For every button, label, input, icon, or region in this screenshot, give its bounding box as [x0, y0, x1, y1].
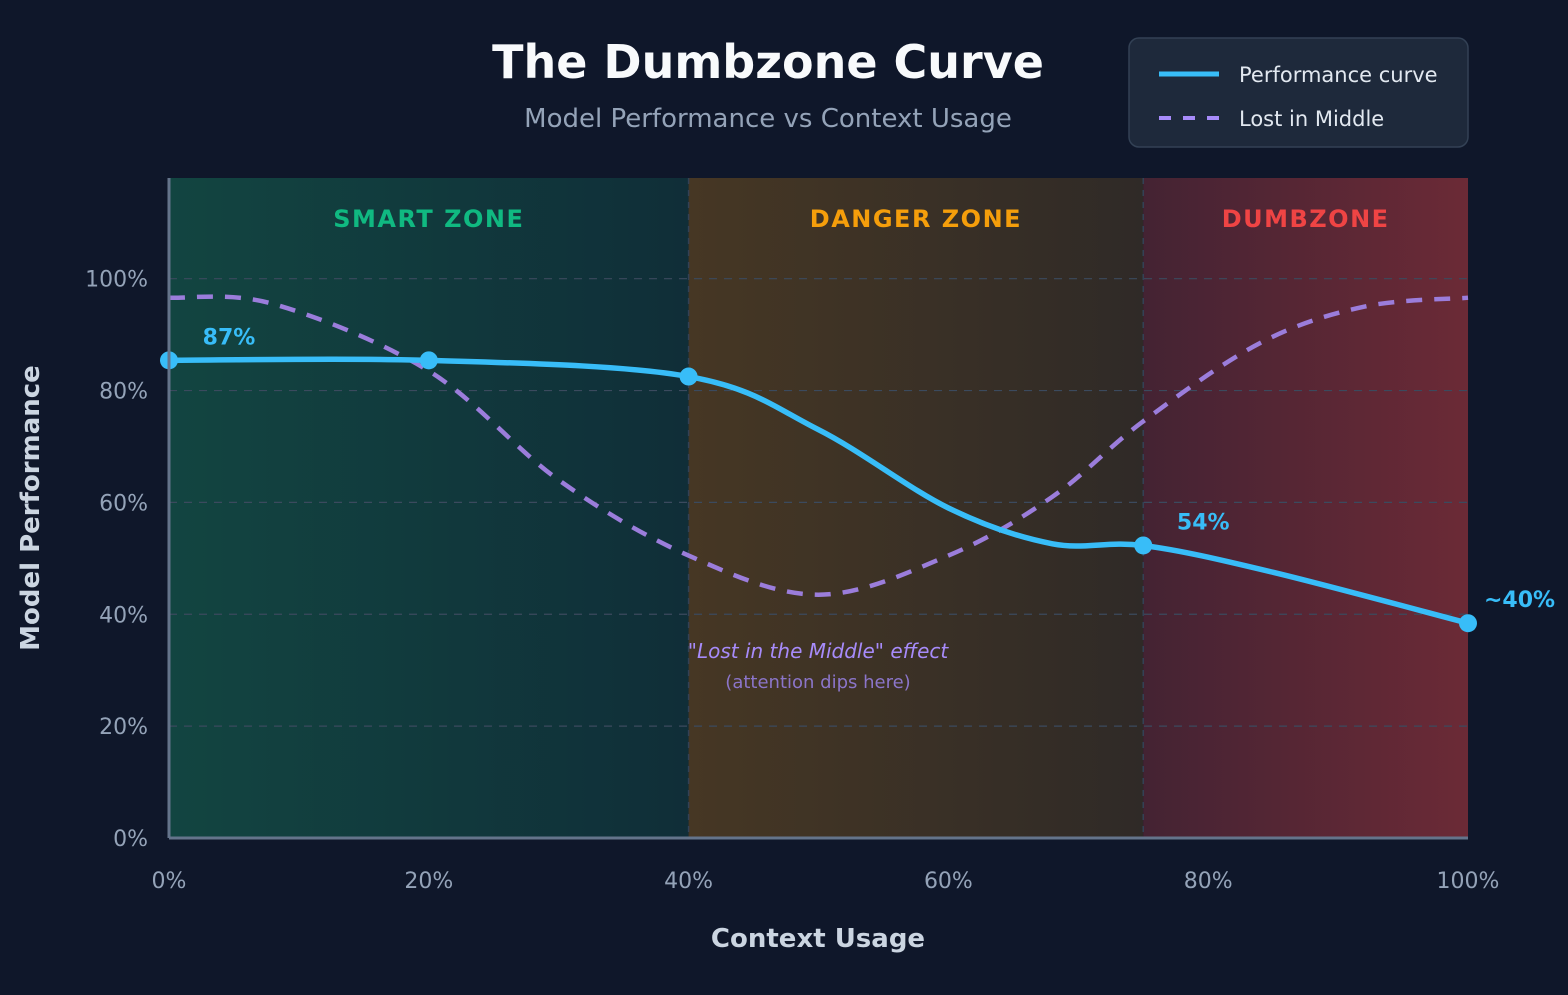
- x-tick-label: 40%: [664, 869, 713, 894]
- x-tick-label: 100%: [1437, 869, 1500, 894]
- x-tick-label: 60%: [924, 869, 973, 894]
- legend-label-performance: Performance curve: [1239, 63, 1438, 87]
- data-label: ~40%: [1484, 588, 1555, 613]
- data-label: 54%: [1177, 510, 1230, 535]
- chart-subtitle: Model Performance vs Context Usage: [524, 104, 1012, 134]
- zone-smart-zone: [169, 178, 689, 838]
- data-point: [679, 367, 698, 386]
- chart-title: The Dumbzone Curve: [492, 35, 1044, 89]
- data-point: [1134, 536, 1153, 555]
- x-tick-label: 20%: [404, 869, 453, 894]
- x-tick-label: 80%: [1184, 869, 1233, 894]
- zones: SMART ZONE DANGER ZONE DUMBZONE: [169, 178, 1468, 838]
- y-tick-label: 0%: [113, 827, 148, 852]
- zone-label-danger-zone: DANGER ZONE: [810, 205, 1022, 233]
- legend: Performance curve Lost in Middle: [1128, 37, 1469, 148]
- y-tick-label: 80%: [99, 380, 148, 405]
- data-point: [1459, 614, 1477, 633]
- x-axis-label: Context Usage: [711, 924, 925, 954]
- annotation-lost-in-middle: "Lost in the Middle" effect: [688, 639, 950, 663]
- series: 87% 54% ~40%: [160, 294, 1555, 633]
- zone-label-dumbzone: DUMBZONE: [1222, 205, 1390, 233]
- zone-dumbzone: [1143, 178, 1468, 838]
- zone-label-smart-zone: SMART ZONE: [333, 205, 524, 233]
- y-tick-label: 100%: [85, 268, 148, 293]
- axes: 0% 20% 40% 60% 80% 100% 0% 20% 40% 60% 80% 100%: [85, 178, 1499, 894]
- y-tick-label: 20%: [99, 715, 148, 740]
- y-tick-label: 40%: [99, 603, 148, 628]
- series-line-lost-in-middle: [168, 294, 1469, 597]
- grid: [169, 278, 1468, 727]
- x-tick-label: 0%: [152, 869, 187, 894]
- y-tick-label: 60%: [99, 491, 148, 516]
- legend-label-lost-in-middle: Lost in Middle: [1239, 107, 1384, 131]
- data-label: 87%: [203, 325, 256, 350]
- y-axis-label: Model Performance: [16, 365, 46, 651]
- annotation-attention-dips: (attention dips here): [725, 672, 910, 693]
- zone-danger-zone: [688, 178, 1144, 838]
- data-point: [419, 351, 438, 370]
